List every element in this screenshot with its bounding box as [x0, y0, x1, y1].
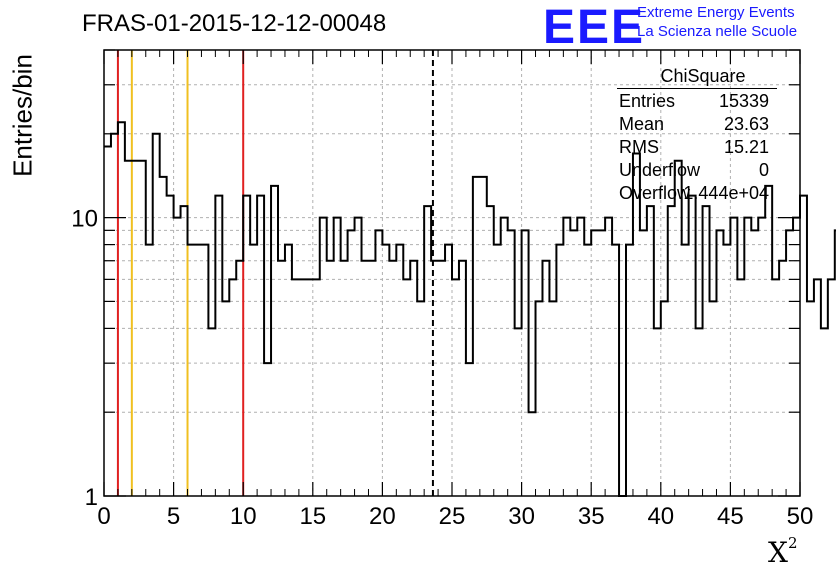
- stats-row-entries: Entries 15339: [607, 89, 779, 112]
- stats-value: 15339: [718, 91, 769, 111]
- y-axis-label: Entries/bin: [7, 54, 38, 177]
- x-tick-label: 15: [299, 503, 326, 530]
- stats-row-underflow: Underflow 0: [607, 158, 779, 181]
- x-axis-superscript: 2: [787, 533, 798, 552]
- y-tick-label: 10: [71, 206, 98, 233]
- stats-value: 23.63: [723, 114, 769, 134]
- x-tick-label: 10: [230, 503, 257, 530]
- stats-label: Underflow: [619, 160, 701, 180]
- stats-row-mean: Mean 23.63: [607, 112, 779, 135]
- x-tick-label: 40: [647, 503, 674, 530]
- logo-subtitle-2: La Scienza nelle Scuole: [637, 23, 798, 40]
- stats-title: ChiSquare: [660, 66, 746, 86]
- chart-title: FRAS-01-2015-12-12-00048: [82, 10, 387, 37]
- x-tick-label: 30: [508, 503, 535, 530]
- stats-divider: [617, 88, 777, 89]
- axis-ticks: [103, 49, 801, 497]
- stats-value: 0: [758, 160, 769, 180]
- reference-lines: [116, 50, 434, 496]
- x-axis-label: X2: [768, 533, 798, 569]
- x-tick-label: 20: [369, 503, 396, 530]
- stats-label: Entries: [619, 91, 676, 111]
- x-tick-label: 0: [97, 503, 110, 530]
- stats-row-overflow: Overflow 1.444e+04: [607, 181, 779, 204]
- logo-subtitle-1: Extreme Energy Events: [637, 4, 795, 21]
- x-tick-label: 50: [787, 503, 814, 530]
- stats-value: 15.21: [723, 137, 769, 157]
- stats-row-rms: RMS 15.21: [607, 135, 779, 158]
- x-axis-symbol: X: [768, 536, 788, 569]
- x-tick-label: 5: [167, 503, 180, 530]
- stats-box: ChiSquare Entries 15339 Mean 23.63 RMS 1…: [607, 66, 779, 204]
- x-tick-label: 45: [717, 503, 744, 530]
- stats-label: Overflow: [619, 183, 691, 203]
- y-tick-label: 1: [85, 484, 98, 511]
- tick-labels: 0 5 10 15 20 25 30 35 40 45 50 1 10: [71, 206, 813, 530]
- stats-value: 1.444e+04: [683, 183, 769, 203]
- histogram-series: [104, 121, 836, 497]
- eee-logo: EEE: [543, 1, 646, 54]
- stats-label: Mean: [619, 114, 665, 134]
- x-tick-label: 35: [578, 503, 605, 530]
- x-tick-label: 25: [439, 503, 466, 530]
- stats-label: RMS: [619, 137, 659, 157]
